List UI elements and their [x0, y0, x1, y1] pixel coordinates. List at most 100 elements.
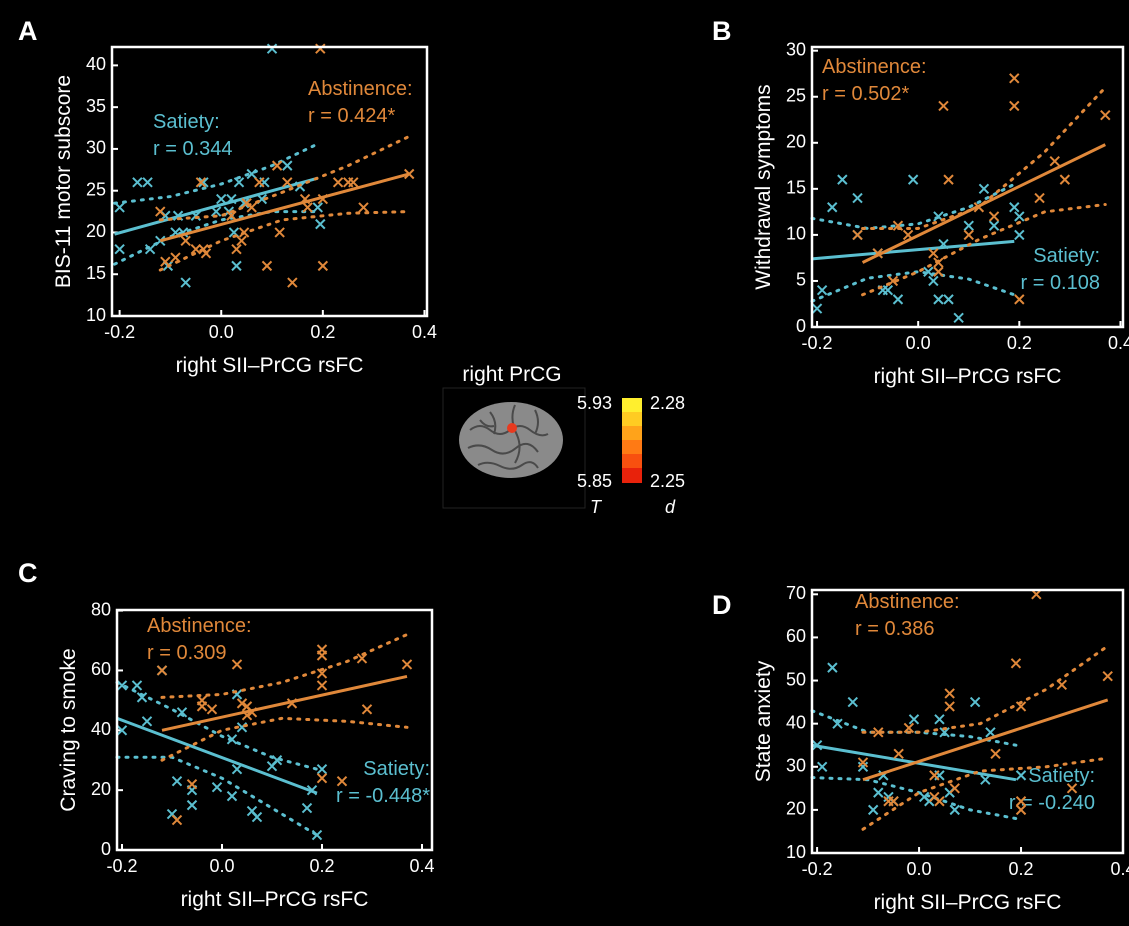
stat-label: r = 0.386	[855, 618, 935, 640]
y-tick-label: 25	[86, 179, 106, 199]
point	[816, 284, 828, 296]
point	[1049, 156, 1060, 167]
point	[358, 202, 369, 213]
x-tick-label: 0.2	[1007, 333, 1032, 353]
point	[299, 193, 311, 205]
point	[980, 774, 991, 785]
x-tick-label: -0.2	[802, 333, 833, 353]
point	[404, 168, 415, 180]
point	[943, 294, 954, 305]
point	[156, 665, 168, 676]
legend-label: Abstinence:	[855, 591, 960, 613]
point	[827, 662, 838, 673]
point	[1059, 174, 1071, 185]
point	[949, 804, 960, 816]
confidence-band	[113, 142, 320, 205]
point	[271, 160, 283, 171]
confidence-band	[810, 776, 1018, 821]
colorbar-d-label: d	[665, 497, 676, 517]
point	[1010, 658, 1022, 669]
y-tick-label: 40	[86, 54, 106, 74]
point	[873, 787, 884, 798]
point	[933, 266, 944, 277]
y-tick-label: 15	[86, 263, 106, 283]
y-tick-label: 15	[786, 178, 806, 198]
point	[155, 235, 166, 247]
y-tick-label: 0	[101, 839, 111, 859]
point	[195, 177, 207, 188]
point	[231, 659, 243, 670]
point	[832, 718, 843, 729]
point	[236, 698, 248, 709]
x-tick-label: 0.0	[209, 856, 234, 876]
point	[827, 202, 838, 213]
point	[969, 696, 981, 708]
colorbar-t-min: 5.85	[577, 471, 612, 491]
point	[1014, 294, 1025, 305]
colorbar-band	[622, 412, 642, 427]
panel-letter: B	[712, 16, 732, 46]
confidence-band	[861, 86, 1107, 230]
fit-line	[159, 172, 410, 243]
y-axis-label: State anxiety	[752, 660, 775, 782]
point	[236, 235, 247, 247]
y-tick-label: 20	[786, 799, 806, 819]
point	[963, 220, 974, 231]
stat-label: r = -0.448*	[336, 785, 430, 807]
y-tick-label: 70	[786, 583, 806, 603]
point	[1015, 770, 1027, 781]
y-tick-label: 20	[786, 132, 806, 152]
point	[316, 668, 328, 679]
point	[893, 748, 904, 760]
y-tick-label: 20	[86, 221, 106, 241]
point	[811, 303, 823, 314]
point	[903, 722, 915, 734]
point	[315, 43, 326, 54]
y-tick-label: 50	[786, 669, 806, 689]
x-tick-label: -0.2	[106, 856, 137, 876]
stat-label: r = 0.424*	[308, 105, 396, 127]
point	[1034, 192, 1045, 204]
point	[852, 229, 863, 241]
point	[1102, 671, 1113, 682]
y-tick-label: 35	[86, 96, 106, 116]
colorbar-t-max: 5.93	[577, 393, 612, 413]
point	[1014, 211, 1025, 222]
legend-label: Satiety:	[1028, 765, 1095, 787]
x-tick-label: 0.4	[1108, 333, 1129, 353]
x-tick-label: 0.2	[1009, 859, 1034, 879]
point	[306, 784, 318, 796]
point	[200, 248, 212, 259]
point	[266, 43, 278, 54]
point	[938, 100, 949, 112]
point	[1014, 229, 1025, 241]
brain	[459, 402, 563, 478]
point	[136, 692, 148, 703]
point	[336, 775, 348, 787]
point	[287, 277, 298, 288]
point	[944, 701, 955, 712]
colorbar-d-max: 2.28	[650, 393, 685, 413]
activation	[507, 423, 517, 433]
y-axis-label: Craving to smoke	[57, 648, 80, 811]
point	[973, 202, 985, 213]
point	[132, 177, 143, 188]
point	[246, 707, 258, 718]
point	[246, 168, 257, 180]
point	[180, 277, 191, 288]
point	[226, 210, 237, 221]
point	[816, 761, 828, 772]
fit-line	[161, 674, 408, 732]
point	[873, 727, 884, 738]
legend-label: Abstinence:	[147, 615, 252, 637]
y-tick-label: 25	[786, 85, 806, 105]
point	[190, 210, 202, 221]
panel: C -0.2 0.0 0.2 0.4 0 20 40 60 80 right SII–PrCG rs…	[18, 558, 435, 911]
point	[233, 177, 245, 188]
point	[198, 177, 209, 188]
fit-line	[114, 176, 319, 236]
y-tick-label: 30	[86, 138, 106, 158]
point	[943, 174, 954, 185]
plot-frame	[810, 588, 1125, 855]
point	[882, 284, 894, 296]
